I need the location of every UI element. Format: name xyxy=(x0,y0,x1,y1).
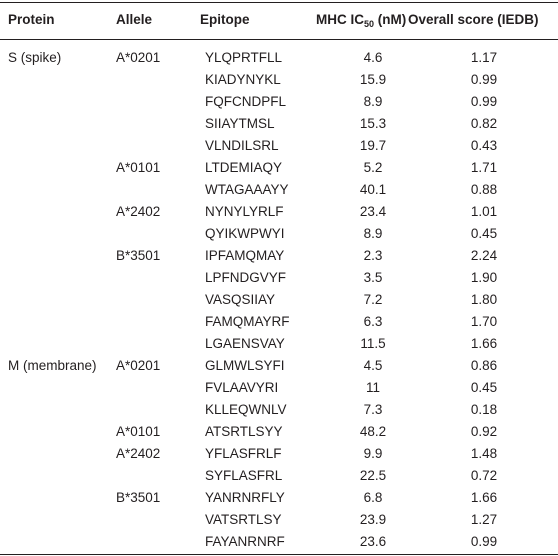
table-cell: B*3501 xyxy=(116,248,161,263)
table-cell: S (spike) xyxy=(8,50,62,65)
table-cell: FVLAAVYRI xyxy=(205,380,279,395)
header-text: MHC IC xyxy=(316,12,364,27)
table-cell: 2.3 xyxy=(363,248,383,263)
top-rule xyxy=(0,2,558,3)
header-cell: Protein xyxy=(8,12,55,27)
table-cell: SIIAYTMSL xyxy=(205,116,275,131)
table-cell: 7.2 xyxy=(363,292,383,307)
table-cell: A*2402 xyxy=(116,204,161,219)
table-cell: YLQPRTFLL xyxy=(205,50,283,65)
table-cell: LGAENSVAY xyxy=(205,336,285,351)
table-cell: A*0201 xyxy=(116,358,161,373)
table-cell: 0.88 xyxy=(470,182,498,197)
table-cell: 0.82 xyxy=(470,116,498,131)
table-cell: A*0101 xyxy=(116,424,161,439)
table-cell: 6.3 xyxy=(363,314,383,329)
table-cell: 1.66 xyxy=(470,336,498,351)
table-cell: M (membrane) xyxy=(8,358,97,373)
table-cell: YFLASFRLF xyxy=(205,446,282,461)
table-cell: KLLEQWNLV xyxy=(205,402,287,417)
table-cell: 1.01 xyxy=(470,204,498,219)
table-cell: 3.5 xyxy=(363,270,383,285)
table-cell: KIADYNYKL xyxy=(205,72,281,87)
table-cell: IPFAMQMAY xyxy=(205,248,285,263)
table-cell: B*3501 xyxy=(116,490,161,505)
table-cell: 23.6 xyxy=(359,534,387,549)
header-cell: MHC IC50 (nM) xyxy=(316,12,407,29)
table-cell: FAMQMAYRF xyxy=(205,314,290,329)
header-cell: Epitope xyxy=(200,12,250,27)
table-cell: YANRNRFLY xyxy=(205,490,285,505)
table-cell: 8.9 xyxy=(363,226,383,241)
table-cell: 8.9 xyxy=(363,94,383,109)
header-subscript: 50 xyxy=(364,19,375,29)
table-cell: NYNYLYRLF xyxy=(205,204,284,219)
table-cell: LPFNDGVYF xyxy=(205,270,287,285)
table-cell: ATSRTLSYY xyxy=(205,424,283,439)
table-cell: 1.66 xyxy=(470,490,498,505)
table-cell: A*2402 xyxy=(116,446,161,461)
table-cell: 0.18 xyxy=(470,402,498,417)
table-cell: 9.9 xyxy=(363,446,383,461)
table-cell: 0.99 xyxy=(470,534,498,549)
table-cell: VATSRTLSY xyxy=(205,512,282,527)
table-cell: 4.5 xyxy=(363,358,383,373)
table-cell: 0.45 xyxy=(470,380,498,395)
table-cell: 7.3 xyxy=(363,402,383,417)
table-cell: 1.70 xyxy=(470,314,498,329)
table-cell: 15.9 xyxy=(359,72,387,87)
table-cell: GLMWLSYFI xyxy=(205,358,285,373)
table-cell: 1.17 xyxy=(470,50,498,65)
table-cell: 0.92 xyxy=(470,424,498,439)
table-cell: 11 xyxy=(365,380,381,395)
table-cell: 4.6 xyxy=(363,50,383,65)
table-cell: 0.72 xyxy=(470,468,498,483)
table-cell: 15.3 xyxy=(359,116,387,131)
table-cell: 0.99 xyxy=(470,94,498,109)
header-rule xyxy=(0,39,558,40)
table-cell: 1.80 xyxy=(470,292,498,307)
table-cell: SYFLASFRL xyxy=(205,468,283,483)
table-cell: 22.5 xyxy=(359,468,387,483)
header-cell: Allele xyxy=(116,12,153,27)
table-cell: WTAGAAAYY xyxy=(205,182,289,197)
table-cell: A*0101 xyxy=(116,160,161,175)
table-cell: 19.7 xyxy=(359,138,387,153)
table-cell: 0.45 xyxy=(470,226,498,241)
table-cell: FAYANRNRF xyxy=(205,534,285,549)
table-cell: 5.2 xyxy=(363,160,383,175)
table-cell: 6.8 xyxy=(363,490,383,505)
table-cell: 1.90 xyxy=(470,270,498,285)
table-cell: 40.1 xyxy=(359,182,387,197)
table-cell: A*0201 xyxy=(116,50,161,65)
table-cell: QYIKWPWYI xyxy=(205,226,285,241)
bottom-rule xyxy=(0,554,558,555)
table-cell: LTDEMIAQY xyxy=(205,160,283,175)
table-cell: 23.9 xyxy=(359,512,387,527)
table-cell: 11.5 xyxy=(360,336,386,351)
table-cell: 1.48 xyxy=(470,446,498,461)
table-cell: 0.43 xyxy=(470,138,498,153)
table-cell: VASQSIIAY xyxy=(205,292,276,307)
table-cell: FQFCNDPFL xyxy=(205,94,286,109)
table-cell: 1.71 xyxy=(470,160,498,175)
table-cell: 0.99 xyxy=(470,72,498,87)
header-text: (nM) xyxy=(374,12,407,27)
table-cell: 48.2 xyxy=(359,424,387,439)
table-cell: 1.27 xyxy=(470,512,498,527)
table-cell: VLNDILSRL xyxy=(205,138,279,153)
table-cell: 23.4 xyxy=(359,204,387,219)
table-cell: 2.24 xyxy=(470,248,498,263)
table-cell: 0.86 xyxy=(470,358,498,373)
header-cell: Overall score (IEDB) xyxy=(408,12,539,27)
